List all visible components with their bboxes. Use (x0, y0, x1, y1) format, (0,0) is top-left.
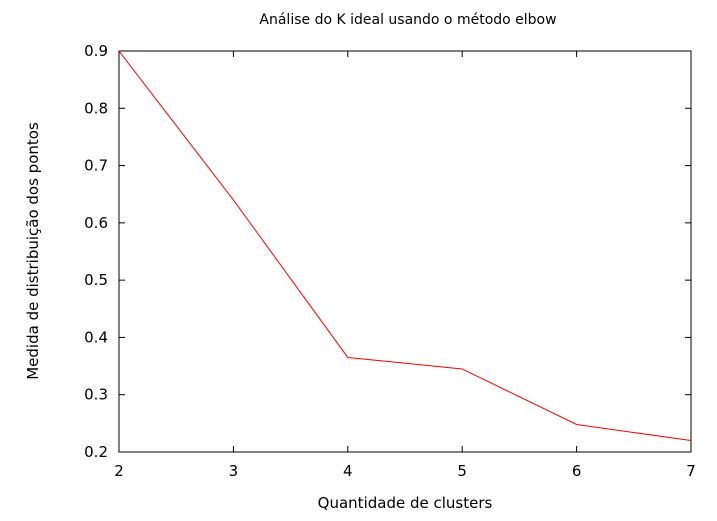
x-tick-label: 6 (572, 462, 582, 480)
x-axis-label: Quantidade de clusters (318, 494, 493, 512)
y-tick-label: 0.4 (84, 328, 108, 346)
x-tick-label: 4 (343, 462, 353, 480)
y-tick-label: 0.6 (84, 214, 108, 232)
y-tick-label: 0.8 (84, 99, 108, 117)
x-tick-label: 7 (686, 462, 696, 480)
series-line (118, 50, 692, 442)
y-tick-label: 0.9 (84, 42, 108, 60)
y-tick-label: 0.7 (84, 157, 108, 175)
data-series (118, 50, 692, 442)
y-tick-label: 0.2 (84, 443, 108, 461)
y-axis-label: Medida de distribuição dos pontos (24, 122, 42, 380)
plot-frame (118, 50, 692, 453)
x-tick-label: 5 (457, 462, 467, 480)
y-tick-label: 0.5 (84, 271, 108, 289)
chart-title: Análise do K ideal usando o método elbow (259, 12, 556, 28)
x-tick-label: 3 (229, 462, 239, 480)
axis-tick-labels: 2 3 4 5 6 7 0.2 0.3 0.4 0.5 0.6 0.7 0.8 0.9 (84, 42, 696, 480)
y-tick-label: 0.3 (84, 386, 108, 404)
x-tick-label: 2 (114, 462, 124, 480)
